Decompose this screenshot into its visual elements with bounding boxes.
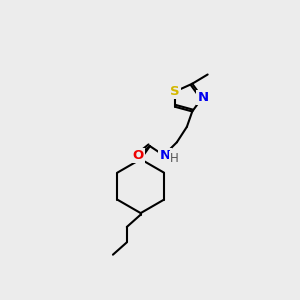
Text: O: O xyxy=(132,149,143,162)
Text: N: N xyxy=(197,91,208,104)
Text: H: H xyxy=(170,152,179,165)
Text: N: N xyxy=(160,149,171,162)
Text: S: S xyxy=(170,85,179,98)
